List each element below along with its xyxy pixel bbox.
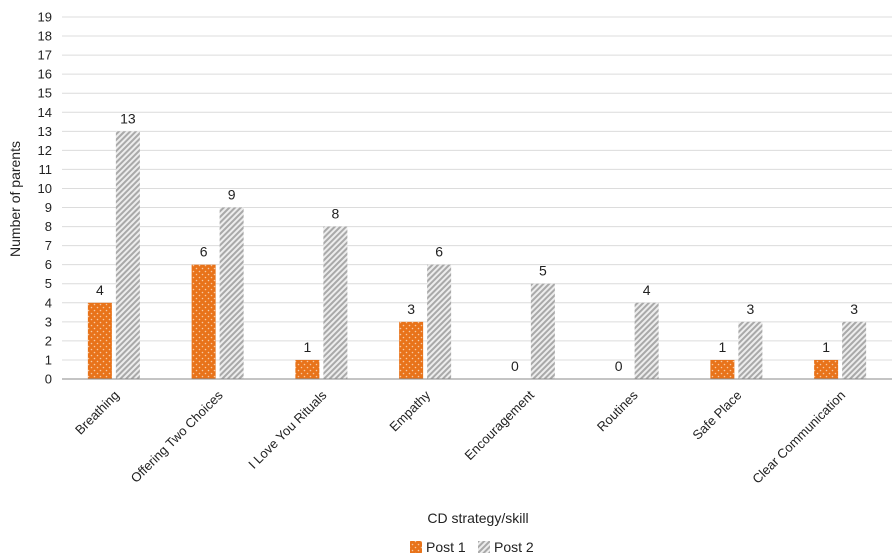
data-label: 0	[615, 358, 623, 374]
bar-post-1	[191, 264, 216, 379]
x-tick-label: I Love You Rituals	[245, 387, 330, 472]
bar-post-2	[323, 226, 348, 379]
x-axis-title: CD strategy/skill	[427, 510, 528, 526]
legend: Post 1 Post 2	[410, 539, 534, 554]
y-tick-label: 0	[45, 372, 52, 387]
y-tick-label: 11	[39, 162, 53, 177]
data-label: 4	[643, 282, 651, 298]
data-label: 3	[407, 301, 415, 317]
bar-post-1	[295, 359, 320, 379]
bar-post-2	[530, 283, 555, 379]
data-label: 4	[96, 282, 104, 298]
y-tick-label: 8	[45, 219, 52, 234]
bar-post-1	[399, 321, 424, 379]
y-tick-label: 10	[38, 181, 52, 196]
legend-swatch-post-1	[410, 541, 422, 553]
y-tick-label: 12	[38, 143, 52, 158]
y-tick-label: 6	[45, 257, 52, 272]
data-label: 3	[746, 301, 754, 317]
legend-item-post-2: Post 2	[478, 539, 534, 554]
y-tick-label: 13	[38, 124, 52, 139]
bar-post-2	[842, 321, 867, 379]
x-tick-label: Empathy	[386, 387, 433, 434]
gridlines	[62, 16, 892, 361]
y-tick-label: 4	[45, 295, 52, 310]
x-tick-label: Routines	[594, 387, 641, 434]
data-label: 1	[822, 339, 830, 355]
x-tick-label: Breathing	[72, 388, 122, 438]
x-tick-label: Clear Communication	[749, 388, 848, 487]
x-tick-label: Offering Two Choices	[128, 387, 227, 486]
y-tick-label: 2	[45, 333, 52, 348]
data-label: 1	[718, 339, 726, 355]
data-label: 5	[539, 263, 547, 279]
bar-post-2	[738, 321, 763, 379]
legend-label-post-1: Post 1	[426, 539, 466, 554]
y-tick-label: 3	[45, 314, 52, 329]
legend-item-post-1: Post 1	[410, 539, 466, 554]
y-tick-label: 14	[38, 105, 52, 120]
data-label: 0	[511, 358, 519, 374]
y-tick-label: 16	[38, 67, 52, 82]
bar-post-2	[115, 131, 140, 379]
data-label: 9	[228, 187, 236, 203]
y-tick-label: 1	[45, 352, 52, 367]
data-label: 8	[331, 206, 339, 222]
bar-post-1	[814, 359, 839, 379]
data-label: 1	[303, 339, 311, 355]
bar-post-1	[710, 359, 735, 379]
x-axis-ticks: Breathing Offering Two Choices I Love You …	[72, 387, 848, 486]
y-tick-label: 19	[38, 10, 52, 25]
y-tick-label: 15	[38, 86, 52, 101]
bar-post-2	[219, 207, 244, 379]
y-tick-label: 5	[45, 276, 52, 291]
y-tick-label: 9	[45, 200, 52, 215]
bar-post-2	[634, 302, 659, 379]
x-tick-label: Encouragement	[461, 387, 537, 463]
data-label: 3	[850, 301, 858, 317]
bar-post-1	[87, 302, 112, 379]
y-axis-title: Number of parents	[7, 141, 23, 257]
legend-swatch-post-2	[478, 541, 490, 553]
data-label: 6	[200, 244, 208, 260]
y-tick-label: 18	[38, 29, 52, 44]
legend-label-post-2: Post 2	[494, 539, 534, 554]
data-label: 13	[120, 110, 136, 126]
y-tick-label: 17	[38, 48, 52, 63]
bars	[87, 131, 867, 379]
data-label: 6	[435, 244, 443, 260]
x-tick-label: Safe Place	[689, 388, 744, 443]
y-tick-label: 7	[45, 238, 52, 253]
bar-post-2	[427, 264, 452, 379]
